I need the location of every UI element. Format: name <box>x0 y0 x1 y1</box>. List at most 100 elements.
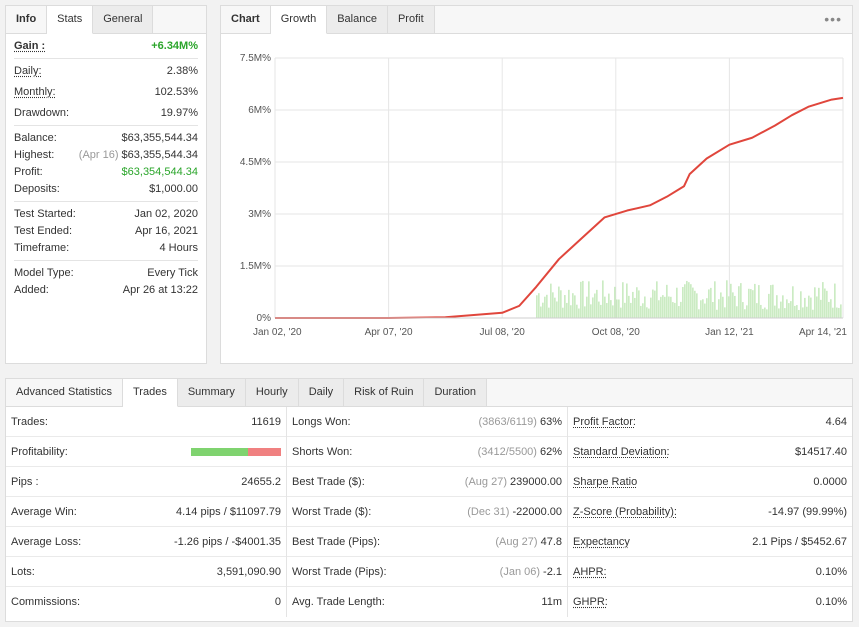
x-tick-label: Jan 12, '21 <box>705 327 754 338</box>
daily-value: 2.38% <box>166 65 198 77</box>
trade-date: (Aug 27) <box>495 535 538 548</box>
highest-date: (Apr 16) <box>78 149 119 161</box>
test-started-label: Test Started: <box>14 208 76 220</box>
tab-trades[interactable]: Trades <box>123 379 178 407</box>
x-tick-label: Apr 14, '21 <box>799 327 847 338</box>
volume-bar <box>566 302 568 318</box>
volume-bar <box>794 305 796 318</box>
volume-bar <box>722 296 724 318</box>
volume-bar <box>774 305 776 318</box>
sharpe-ratio-label[interactable]: Sharpe Ratio <box>573 475 638 488</box>
volume-bar <box>710 287 712 318</box>
z-score-probability-label[interactable]: Z-Score (Probability): <box>573 505 677 518</box>
trades-row: Trades: 11619 <box>6 407 286 437</box>
tab-profit[interactable]: Profit <box>387 6 435 33</box>
stat-value: -14.97 (99.99%) <box>768 505 847 518</box>
average-loss-value: -1.26 pips / -$4001.35 <box>174 536 281 548</box>
volume-bar <box>564 295 566 318</box>
volume-bar <box>580 281 582 318</box>
test-ended-value: Apr 16, 2021 <box>135 225 198 237</box>
volume-bar <box>678 306 680 318</box>
volume-bar <box>768 293 770 318</box>
stat-value: -22000.00 <box>512 505 562 518</box>
shorts-won-row: Shorts Won: (3412/5500) 62% <box>287 437 567 467</box>
volume-bar <box>830 299 832 318</box>
deposits-row: Deposits: $1,000.00 <box>14 181 198 198</box>
volume-bar <box>718 299 720 318</box>
worst-trade-pips-value: (Jan 06) -2.1 <box>500 566 562 578</box>
volume-bar <box>758 285 760 318</box>
best-trade-pips-value: (Aug 27) 47.8 <box>495 536 562 548</box>
volume-bar <box>554 297 556 318</box>
drawdown-label: Drawdown: <box>14 107 70 119</box>
volume-bar <box>572 293 574 318</box>
trade-date: (Jan 06) <box>499 565 541 578</box>
tab-stats[interactable]: Stats <box>47 6 94 34</box>
highest-value: $63,355,544.34 <box>121 149 198 161</box>
profit-factor-label[interactable]: Profit Factor: <box>573 415 636 428</box>
tab-summary[interactable]: Summary <box>177 379 246 406</box>
test-ended-label: Test Ended: <box>14 225 73 237</box>
average-loss-row: Average Loss: -1.26 pips / -$4001.35 <box>6 527 286 557</box>
monthly-label[interactable]: Monthly: <box>14 86 56 98</box>
deposits-value: $1,000.00 <box>149 183 198 195</box>
tab-daily[interactable]: Daily <box>298 379 345 406</box>
stats-column-3: Profit Factor: 4.64 Standard Deviation: $14… <box>568 407 852 617</box>
stat-value: 4.14 pips / $11097.79 <box>176 505 281 518</box>
volume-bar <box>704 303 706 318</box>
tab-growth[interactable]: Growth <box>270 6 328 34</box>
volume-bar <box>714 281 716 318</box>
volume-bar <box>826 290 828 318</box>
timeframe-label: Timeframe: <box>14 242 70 254</box>
x-tick-label: Jul 08, '20 <box>480 327 526 338</box>
tab-duration[interactable]: Duration <box>424 379 488 406</box>
volume-bar <box>810 297 812 318</box>
ahpr-label[interactable]: AHPR: <box>573 565 607 578</box>
gain-label[interactable]: Gain : <box>14 40 46 52</box>
tab-general[interactable]: General <box>93 6 154 33</box>
stats-body: Gain : +6.34M% Daily: 2.38% Monthly: 102… <box>6 34 206 299</box>
volume-bar <box>560 290 562 318</box>
tab-hourly[interactable]: Hourly <box>245 379 299 406</box>
volume-bar <box>546 294 548 318</box>
volume-bar <box>822 282 824 318</box>
ghpr-label[interactable]: GHPR: <box>573 596 608 608</box>
y-tick-label: 7.5M% <box>240 53 271 64</box>
volume-bar <box>712 301 714 318</box>
volume-bar <box>640 305 642 318</box>
volume-bar <box>832 307 834 318</box>
lots-label: Lots: <box>11 565 35 578</box>
advanced-statistics-panel: Advanced Statistics Trades Summary Hourl… <box>5 378 853 622</box>
volume-bar <box>730 283 732 318</box>
volume-bar <box>698 309 700 318</box>
volume-bar <box>600 304 602 318</box>
drawdown-row: Drawdown: 19.97% <box>14 105 198 122</box>
volume-bar <box>708 289 710 318</box>
y-tick-label: 3M% <box>248 209 271 220</box>
x-tick-label: Apr 07, '20 <box>365 327 413 338</box>
volume-bar <box>578 308 580 318</box>
x-tick-label: Jan 02, '20 <box>253 327 302 338</box>
standard-deviation-value: $14517.40 <box>795 446 847 458</box>
volume-bar <box>654 290 656 318</box>
more-options-icon[interactable]: ••• <box>824 11 842 27</box>
volume-bar <box>630 302 632 318</box>
tab-risk-of-ruin[interactable]: Risk of Ruin <box>344 379 425 406</box>
volume-bar <box>648 308 650 318</box>
ahpr-value: 0.10% <box>816 566 847 578</box>
volume-bar <box>744 309 746 318</box>
volume-bar <box>674 302 676 318</box>
advanced-statistics-title: Advanced Statistics <box>6 379 123 406</box>
gain-value: +6.34M% <box>151 40 198 52</box>
pips-value: 24655.2 <box>241 476 281 488</box>
ghpr-row: GHPR: 0.10% <box>568 587 852 617</box>
volume-bar <box>720 292 722 318</box>
expectancy-label[interactable]: Expectancy <box>573 535 630 548</box>
tab-balance[interactable]: Balance <box>327 6 388 33</box>
standard-deviation-label[interactable]: Standard Deviation: <box>573 445 670 458</box>
volume-bar <box>760 304 762 318</box>
daily-label[interactable]: Daily: <box>14 65 42 77</box>
volume-bar <box>728 296 730 318</box>
lots-row: Lots: 3,591,090.90 <box>6 557 286 587</box>
stat-value: 11619 <box>251 415 281 428</box>
